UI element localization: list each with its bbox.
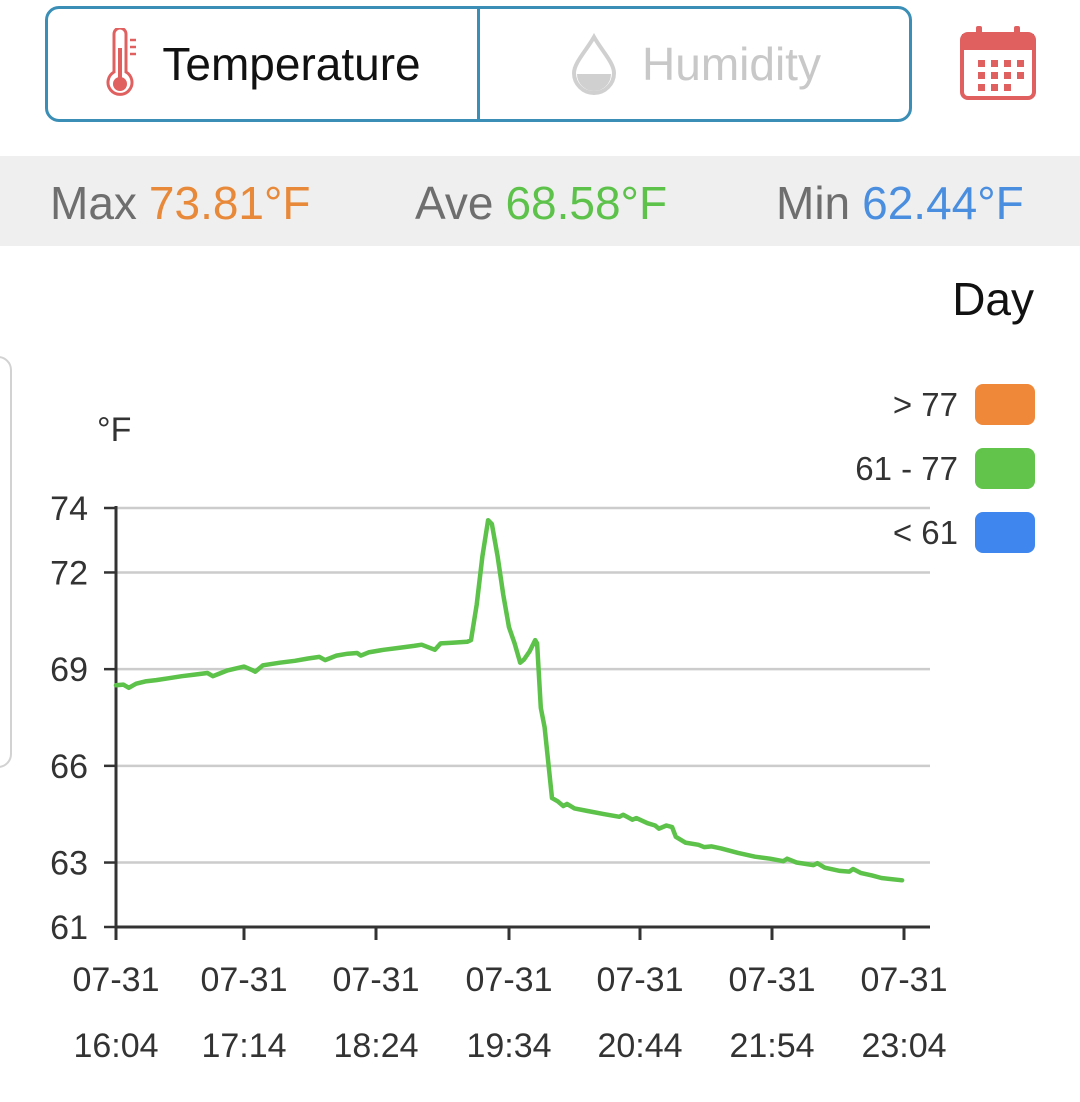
x-tick-time-2: 18:24 — [333, 1027, 418, 1065]
metric-tabs: Temperature Humidity — [45, 6, 912, 122]
y-tick-label-69: 69 — [50, 651, 88, 689]
stat-ave-value: 68.58°F — [505, 177, 668, 229]
tab-humidity[interactable]: Humidity — [477, 9, 909, 119]
tab-humidity-label: Humidity — [642, 38, 821, 90]
x-tick-date-5: 07-31 — [729, 961, 816, 999]
stat-min: Min 62.44°F — [776, 156, 1024, 246]
stats-bar: Max 73.81°F Ave 68.58°F Min 62.44°F — [0, 156, 1080, 246]
x-tick-time-3: 19:34 — [466, 1027, 551, 1065]
x-tick-date-2: 07-31 — [333, 961, 420, 999]
x-tick-time-1: 17:14 — [201, 1027, 286, 1065]
y-tick-label-63: 63 — [50, 845, 88, 883]
range-selector[interactable]: Day — [952, 273, 1034, 325]
x-tick-date-0: 07-31 — [73, 961, 160, 999]
calendar-icon — [960, 26, 1036, 100]
x-tick-time-5: 21:54 — [729, 1027, 814, 1065]
stat-min-label: Min — [776, 177, 851, 229]
legend-swatch-1 — [975, 448, 1035, 489]
stat-ave: Ave 68.58°F — [415, 156, 667, 246]
x-tick-date-1: 07-31 — [201, 961, 288, 999]
y-axis-unit: °F — [97, 411, 131, 449]
y-tick-label-61: 61 — [50, 909, 88, 947]
x-tick-time-4: 20:44 — [597, 1027, 682, 1065]
x-tick-date-4: 07-31 — [597, 961, 684, 999]
legend-swatch-0 — [975, 384, 1035, 425]
calendar-button[interactable] — [958, 24, 1038, 104]
stat-max: Max 73.81°F — [50, 156, 311, 246]
y-tick-label-72: 72 — [50, 554, 88, 592]
y-tick-label-74: 74 — [50, 490, 88, 528]
x-tick-time-0: 16:04 — [73, 1027, 158, 1065]
droplet-icon — [568, 33, 620, 95]
x-tick-date-6: 07-31 — [861, 961, 948, 999]
x-tick-time-6: 23:04 — [861, 1027, 946, 1065]
x-tick-date-3: 07-31 — [466, 961, 553, 999]
y-tick-label-66: 66 — [50, 748, 88, 786]
stat-ave-label: Ave — [415, 177, 494, 229]
stat-max-label: Max — [50, 177, 137, 229]
stat-min-value: 62.44°F — [862, 177, 1024, 229]
legend-label-2: < 61 — [893, 514, 958, 551]
stat-max-value: 73.81°F — [148, 177, 311, 229]
tab-temperature-label: Temperature — [162, 38, 421, 90]
legend-label-1: 61 - 77 — [855, 450, 958, 487]
tab-temperature[interactable]: Temperature — [48, 9, 477, 119]
thermometer-icon — [104, 28, 140, 100]
legend-label-0: > 77 — [893, 386, 958, 423]
series-line-0 — [113, 517, 905, 883]
legend-swatch-2 — [975, 512, 1035, 553]
